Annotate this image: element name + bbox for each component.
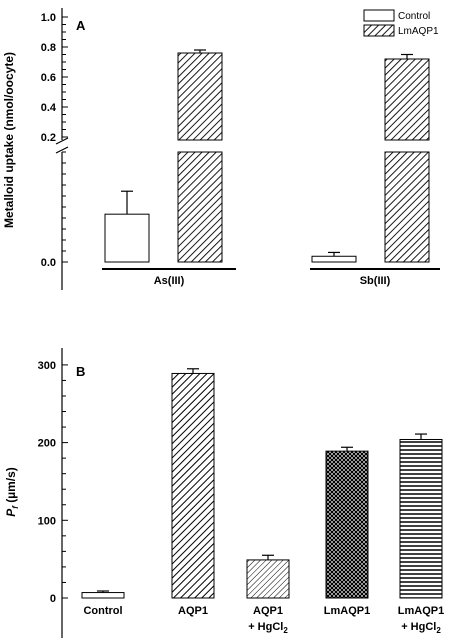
panel-b-bar-control bbox=[81, 592, 125, 599]
panel-b-category-label-line2: + HgCl2 bbox=[248, 621, 288, 635]
panel-b-category-label: AQP1 bbox=[178, 605, 208, 617]
panel-b-y-axis-label: Pf (µm/s) bbox=[4, 467, 20, 517]
y-tick-label: 0.8 bbox=[41, 42, 56, 54]
panel-b-letter: B bbox=[76, 364, 85, 379]
panel-a-bar-lmaqp1-sb-iii-lower bbox=[384, 151, 430, 263]
panel-b-category-label-line2: + HgCl2 bbox=[401, 621, 441, 635]
panel-a-bar-lmaqp1-as-iii-lower bbox=[177, 151, 223, 263]
panel-b-y-label-symbol: P bbox=[4, 508, 18, 517]
panel-b-category-label: AQP1 bbox=[253, 605, 283, 617]
panel-a-letter: A bbox=[76, 18, 86, 33]
panel-b-category-label: Control bbox=[83, 605, 122, 617]
y-tick-label: 0.6 bbox=[41, 72, 56, 84]
panel-a-bar-control-as-iii bbox=[104, 213, 150, 263]
panel-a-bars bbox=[104, 49, 430, 263]
legend-swatch-control bbox=[363, 9, 395, 22]
panel-b-bars bbox=[81, 368, 443, 599]
y-tick-label: 200 bbox=[38, 438, 56, 450]
panel-b-category-label: LmAQP1 bbox=[398, 605, 444, 617]
panel-a-legend: Control LmAQP1 bbox=[363, 9, 439, 37]
panel-b-category-label: LmAQP1 bbox=[324, 605, 370, 617]
panel-a-bar-lmaqp1-sb-iii-upper bbox=[384, 58, 430, 141]
panel-a-bar-control-sb-iii bbox=[311, 255, 357, 263]
y-tick-label: 1.0 bbox=[41, 12, 56, 24]
y-tick-label: 300 bbox=[38, 360, 56, 372]
panel-b-bar-lmaqp1-hgcl2 bbox=[399, 438, 443, 599]
panel-a-y-ticks: 0.2 0.4 0.6 0.8 1.0 0.0 bbox=[41, 12, 68, 269]
panel-a-y-axis-label: Metalloid uptake (nmol/oocyte) bbox=[2, 52, 16, 228]
y-tick-label: 0.4 bbox=[41, 102, 57, 114]
y-tick-label: 0 bbox=[50, 593, 56, 605]
panel-a-category-sbiii: Sb(III) bbox=[360, 275, 391, 287]
panel-b-bar-aqp1-hgcl2 bbox=[246, 559, 290, 599]
panel-b: B 0 100 200 300 Pf (µm/s) Control AQP1 AQP1 + … bbox=[4, 348, 444, 638]
panel-a-axis-break-mark bbox=[55, 137, 69, 154]
panel-b-bar-aqp1 bbox=[171, 372, 215, 599]
legend-swatch-lmaqp1 bbox=[363, 24, 395, 37]
category-label-subscript: 2 bbox=[436, 626, 441, 635]
y-tick-label: 100 bbox=[38, 515, 56, 527]
y-tick-label: 0.2 bbox=[41, 132, 56, 144]
category-label-text: + HgCl bbox=[401, 621, 436, 633]
category-label-text: + HgCl bbox=[248, 621, 283, 633]
legend-label-control: Control bbox=[398, 11, 430, 22]
panel-b-y-label-units: (µm/s) bbox=[4, 467, 18, 506]
y-tick-label: 0.0 bbox=[41, 257, 56, 269]
panel-b-y-label-subscript: f bbox=[11, 505, 20, 509]
panel-b-y-ticks: 0 100 200 300 bbox=[38, 360, 68, 605]
panel-a: A 0.2 0.4 0.6 0.8 1.0 0.0 Metalloid uptake (n… bbox=[2, 8, 440, 290]
category-label-subscript: 2 bbox=[283, 626, 288, 635]
legend-label-lmaqp1: LmAQP1 bbox=[398, 26, 439, 37]
panel-a-bar-lmaqp1-as-iii-upper bbox=[177, 52, 223, 141]
panel-a-category-asiii: As(III) bbox=[154, 275, 185, 287]
panel-b-bar-lmaqp1 bbox=[325, 450, 369, 599]
